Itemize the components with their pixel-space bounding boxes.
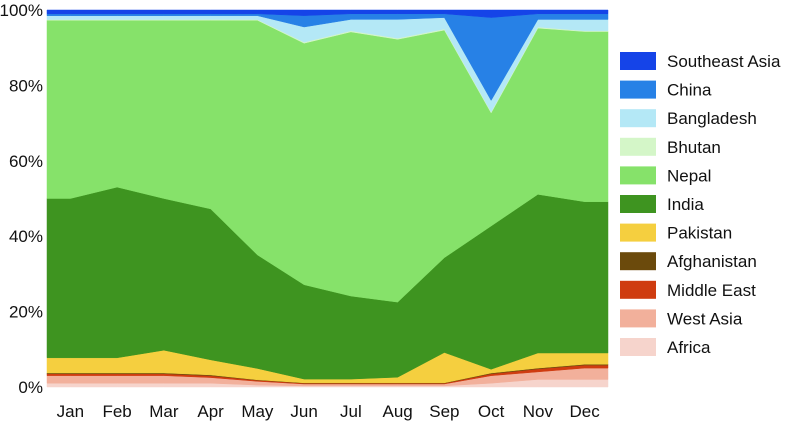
legend-label-pakistan: Pakistan — [667, 224, 732, 243]
area-southeast-asia — [46, 9, 609, 18]
x-tick-label-sep: Sep — [429, 402, 459, 421]
y-tick-label: 0% — [18, 378, 43, 397]
x-tick-label-aug: Aug — [383, 402, 413, 421]
legend-swatch-india — [620, 195, 656, 213]
y-tick-label: 20% — [9, 303, 43, 322]
x-axis: Jan Feb Mar Apr May Jun Jul Aug Sep Oct Nov Dec — [57, 402, 601, 421]
legend-label-afghanistan: Afghanistan — [667, 252, 757, 271]
y-tick-label: 100% — [0, 1, 43, 20]
x-tick-label-apr: Apr — [197, 402, 224, 421]
x-tick-label-mar: Mar — [149, 402, 179, 421]
legend-swatch-bhutan — [620, 137, 656, 156]
x-tick-label-dec: Dec — [570, 402, 601, 421]
legend-label-africa: Africa — [667, 338, 711, 357]
x-tick-label-oct: Oct — [478, 402, 505, 421]
legend-label-india: India — [667, 195, 704, 214]
legend: Southeast Asia China Bangladesh Bhutan Nepal… — [620, 52, 781, 357]
x-tick-label-jul: Jul — [340, 402, 362, 421]
y-tick-label: 40% — [9, 227, 43, 246]
legend-label-southeast-asia: Southeast Asia — [667, 52, 781, 71]
legend-swatch-afghanistan — [620, 252, 656, 271]
legend-label-bangladesh: Bangladesh — [667, 109, 757, 128]
legend-label-china: China — [667, 81, 712, 100]
x-tick-label-nov: Nov — [523, 402, 554, 421]
y-axis: 0% 20% 40% 60% 80% 100% — [0, 1, 43, 397]
x-tick-label-jun: Jun — [290, 402, 317, 421]
legend-swatch-bangladesh — [620, 109, 656, 128]
y-tick-label: 80% — [9, 76, 43, 95]
plot-area — [46, 9, 609, 388]
legend-label-bhutan: Bhutan — [667, 138, 721, 157]
legend-swatch-west-asia — [620, 309, 656, 328]
legend-label-middle-east: Middle East — [667, 281, 756, 300]
legend-label-west-asia: West Asia — [667, 309, 743, 328]
legend-swatch-china — [620, 80, 656, 99]
x-tick-label-may: May — [241, 402, 274, 421]
legend-swatch-nepal — [620, 166, 656, 185]
legend-swatch-southeast-asia — [620, 52, 656, 70]
legend-swatch-africa — [620, 338, 656, 356]
y-tick-label: 60% — [9, 152, 43, 171]
x-tick-label-jan: Jan — [57, 402, 84, 421]
legend-swatch-middle-east — [620, 280, 656, 299]
legend-swatch-pakistan — [620, 223, 656, 242]
x-tick-label-feb: Feb — [102, 402, 131, 421]
legend-label-nepal: Nepal — [667, 166, 711, 185]
